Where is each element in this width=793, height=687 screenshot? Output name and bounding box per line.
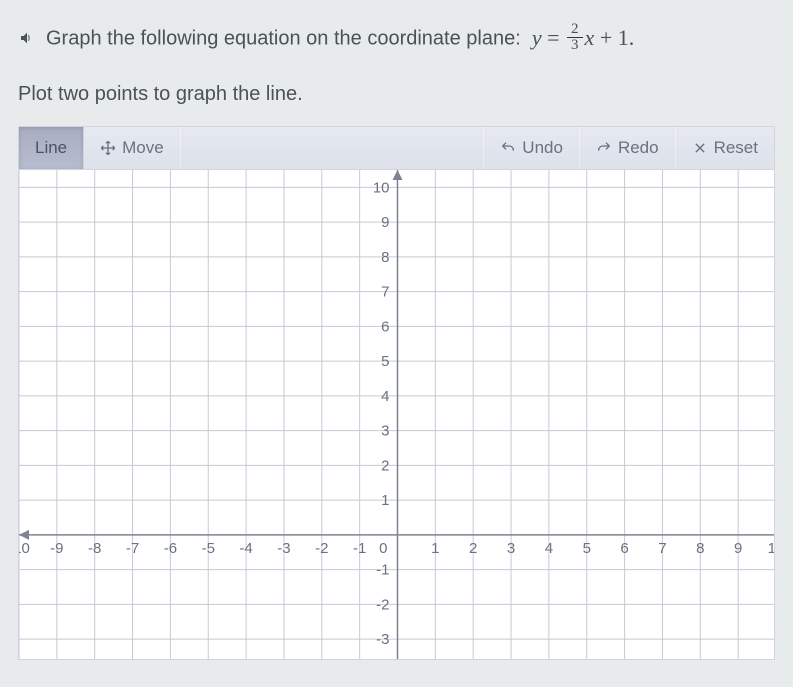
svg-text:3: 3 — [381, 423, 389, 440]
svg-text:1: 1 — [381, 492, 389, 509]
svg-text:-1: -1 — [353, 540, 366, 557]
svg-text:5: 5 — [583, 540, 591, 557]
graph-toolbar: Line Move Undo Redo Reset — [18, 126, 775, 170]
undo-button[interactable]: Undo — [483, 127, 579, 169]
svg-text:-1: -1 — [376, 562, 389, 579]
instruction-text: Plot two points to graph the line. — [18, 83, 775, 106]
redo-button[interactable]: Redo — [579, 127, 675, 169]
move-tool[interactable]: Move — [84, 127, 181, 169]
svg-text:9: 9 — [381, 214, 389, 231]
svg-text:0: 0 — [379, 540, 387, 557]
svg-text:-9: -9 — [50, 540, 63, 557]
svg-text:3: 3 — [507, 540, 515, 557]
undo-icon — [500, 140, 516, 156]
svg-text:4: 4 — [381, 388, 389, 405]
line-tool[interactable]: Line — [19, 127, 84, 169]
svg-text:5: 5 — [381, 353, 389, 370]
svg-text:10: 10 — [373, 179, 390, 196]
svg-text:-3: -3 — [277, 540, 290, 557]
svg-text:7: 7 — [658, 540, 666, 557]
move-icon — [100, 140, 116, 156]
svg-text:4: 4 — [545, 540, 553, 557]
redo-icon — [596, 140, 612, 156]
svg-text:2: 2 — [381, 457, 389, 474]
svg-text:6: 6 — [381, 318, 389, 335]
svg-text:7: 7 — [381, 284, 389, 301]
svg-text:10: 10 — [768, 540, 775, 557]
reset-button[interactable]: Reset — [675, 127, 774, 169]
svg-text:2: 2 — [469, 540, 477, 557]
svg-text:-5: -5 — [202, 540, 215, 557]
svg-text:8: 8 — [696, 540, 704, 557]
svg-text:-2: -2 — [376, 596, 389, 613]
svg-text:-7: -7 — [126, 540, 139, 557]
svg-text:-10: -10 — [19, 540, 30, 557]
svg-text:9: 9 — [734, 540, 742, 557]
prompt-text: Graph the following equation on the coor… — [46, 22, 634, 53]
svg-text:-4: -4 — [239, 540, 252, 557]
svg-text:1: 1 — [431, 540, 439, 557]
svg-text:-8: -8 — [88, 540, 101, 557]
svg-text:-2: -2 — [315, 540, 328, 557]
svg-text:-6: -6 — [164, 540, 177, 557]
svg-text:6: 6 — [620, 540, 628, 557]
svg-text:8: 8 — [381, 249, 389, 266]
svg-text:-3: -3 — [376, 631, 389, 648]
coordinate-plane[interactable]: -10-9-8-7-6-5-4-3-2-10123456789101234567… — [18, 170, 775, 660]
speaker-icon[interactable] — [18, 29, 36, 47]
close-icon — [692, 140, 708, 156]
